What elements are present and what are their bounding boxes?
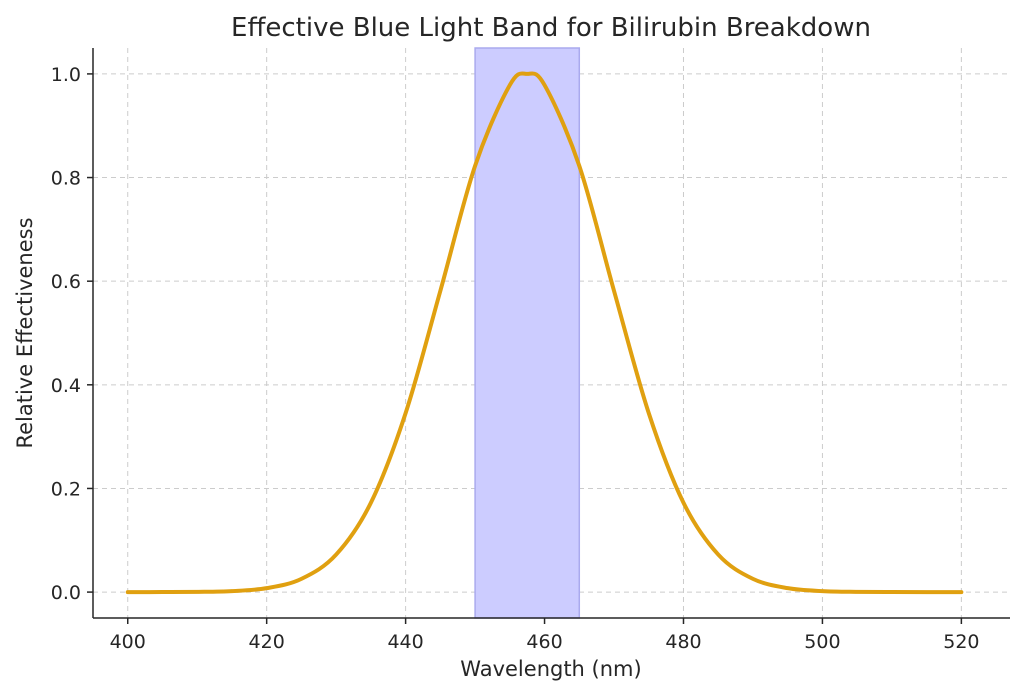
y-tick-label: 0.2 (51, 478, 81, 500)
y-axis-label: Relative Effectiveness (13, 217, 37, 448)
x-tick-label: 500 (804, 631, 840, 653)
y-tick-label: 0.4 (51, 375, 81, 397)
x-tick-label: 440 (387, 631, 423, 653)
effectiveness-curve (125, 71, 964, 595)
highlight-band (474, 47, 581, 619)
y-axis-ticks: 0.0 0.2 0.4 0.6 0.8 1.0 (51, 64, 93, 604)
x-tick-label: 520 (943, 631, 979, 653)
x-tick-label: 400 (110, 631, 146, 653)
y-tick-label: 1.0 (51, 64, 81, 86)
axes (92, 48, 1010, 619)
y-tick-label: 0.0 (51, 582, 81, 604)
chart-title: Effective Blue Light Band for Bilirubin … (231, 13, 871, 43)
x-axis-label: Wavelength (nm) (460, 657, 641, 681)
y-tick-label: 0.8 (51, 168, 81, 190)
x-tick-label: 420 (249, 631, 285, 653)
x-tick-label: 460 (526, 631, 562, 653)
y-tick-label: 0.6 (51, 271, 81, 293)
x-tick-label: 480 (665, 631, 701, 653)
x-axis-ticks: 400 420 440 460 480 500 520 (110, 618, 980, 653)
